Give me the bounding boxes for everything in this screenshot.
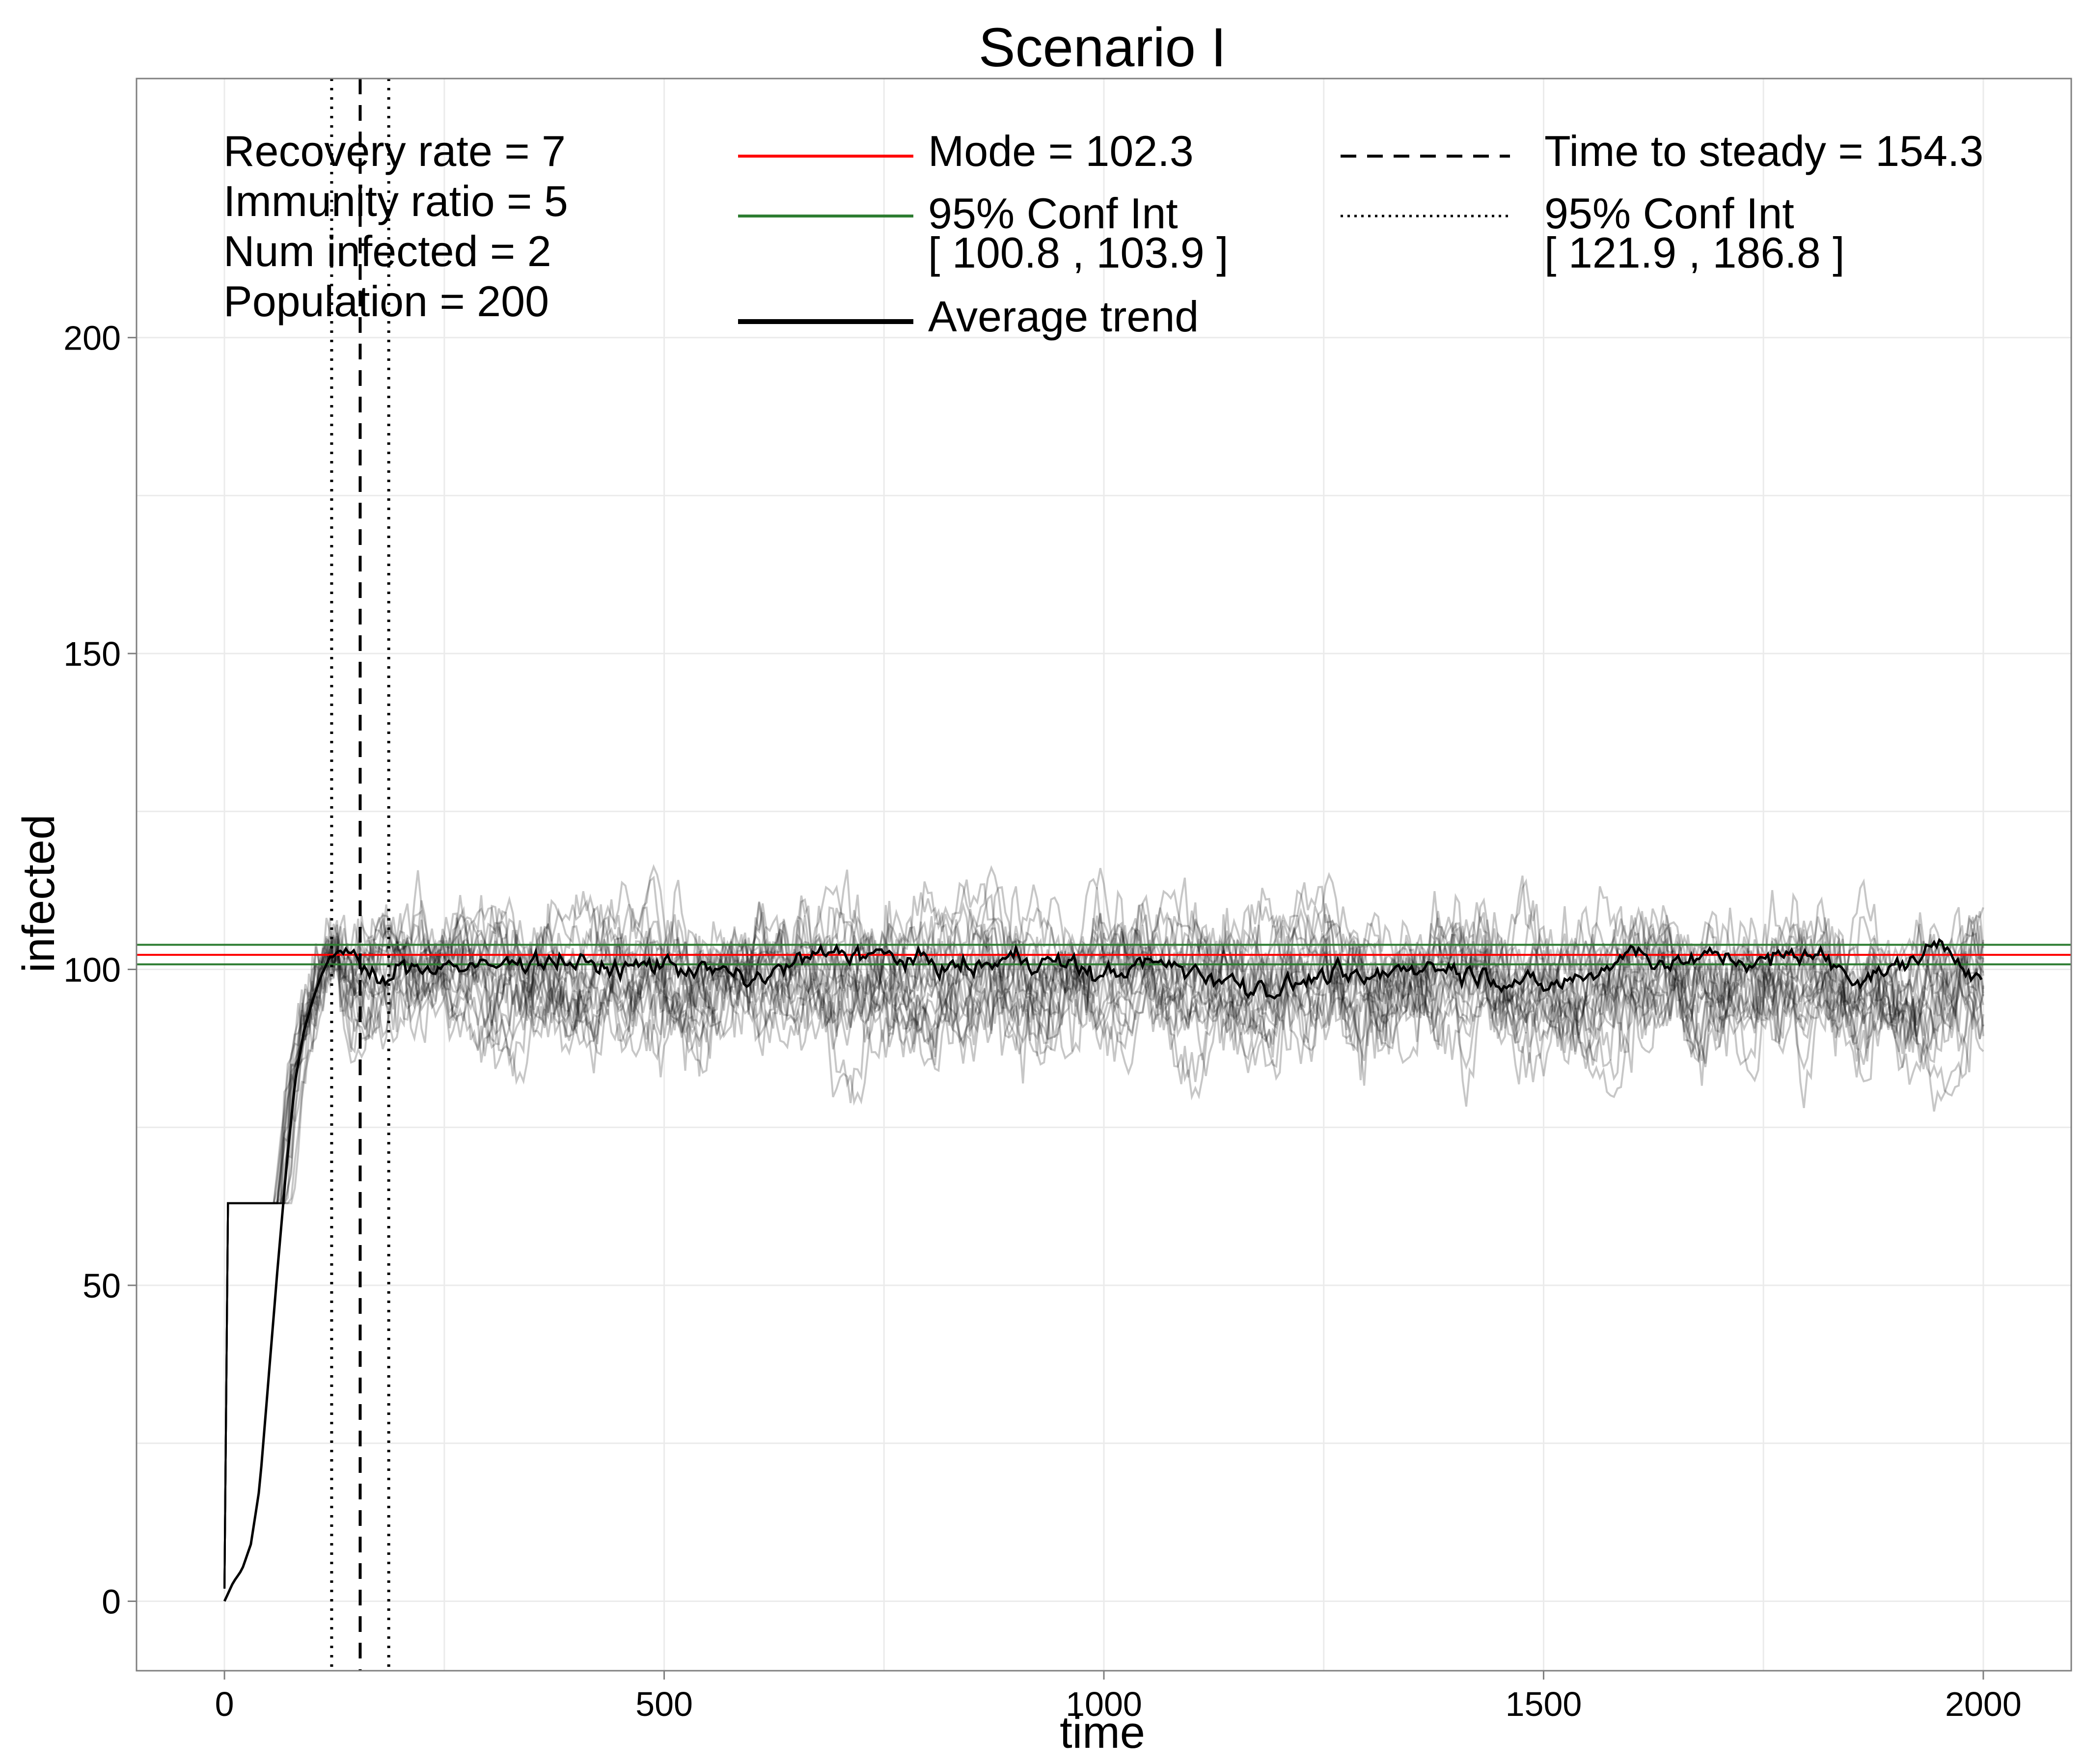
simulation-run-line bbox=[223, 868, 1984, 1589]
x-tick-label: 0 bbox=[215, 1685, 234, 1723]
simulation-run-line bbox=[223, 869, 1984, 1589]
legend-entry-average-trend: Average trend bbox=[738, 292, 1199, 341]
x-axis-title: time bbox=[1060, 1708, 1145, 1758]
legend-entry-mode-ci: 95% Conf Int [ 100.8 , 103.9 ] bbox=[738, 189, 1229, 277]
x-tick-label: 1500 bbox=[1506, 1685, 1582, 1723]
legend-label-steady-ci: 95% Conf Int bbox=[1544, 189, 1794, 238]
simulation-run-line bbox=[223, 875, 1984, 1589]
simulation-run-line bbox=[223, 904, 1984, 1589]
chart-title: Scenario I bbox=[979, 17, 1226, 78]
legend-label-mode: Mode = 102.3 bbox=[928, 127, 1194, 175]
simulation-run-line bbox=[223, 865, 1984, 1589]
simulation-run-line bbox=[223, 864, 1984, 1589]
y-tick-label: 0 bbox=[102, 1582, 121, 1621]
param-population: Population = 200 bbox=[223, 277, 549, 326]
x-tick-label: 500 bbox=[635, 1685, 693, 1723]
y-axis-title: infected bbox=[14, 814, 64, 973]
x-tick-label: 2000 bbox=[1945, 1685, 2022, 1723]
legend-entry-mode: Mode = 102.3 bbox=[738, 127, 1194, 175]
param-recovery-rate: Recovery rate = 7 bbox=[223, 127, 566, 175]
legend: Mode = 102.3 95% Conf Int [ 100.8 , 103.… bbox=[738, 127, 1983, 341]
x-tick-label: 1000 bbox=[1066, 1685, 1142, 1723]
simulation-run-line bbox=[223, 879, 1984, 1589]
legend-sub-steady-ci: [ 121.9 , 186.8 ] bbox=[1544, 228, 1845, 277]
y-tick-label: 150 bbox=[63, 635, 121, 673]
legend-label-average-trend: Average trend bbox=[928, 292, 1199, 341]
plot-panel: 0 500 1000 1500 2000 0 50 100 150 200 bbox=[63, 78, 2072, 1723]
y-tick-label: 50 bbox=[82, 1267, 121, 1305]
simulation-run-line bbox=[223, 882, 1984, 1589]
y-tick-label: 200 bbox=[63, 319, 121, 357]
simulation-run-line bbox=[223, 907, 1984, 1589]
simulation-run-line bbox=[223, 908, 1984, 1589]
legend-entry-time-to-steady: Time to steady = 154.3 bbox=[1341, 127, 1983, 175]
legend-label-mode-ci: 95% Conf Int bbox=[928, 189, 1178, 238]
legend-label-time-to-steady: Time to steady = 154.3 bbox=[1544, 127, 1983, 175]
parameter-annotations: Recovery rate = 7 Immunity ratio = 5 Num… bbox=[223, 127, 568, 326]
legend-entry-steady-ci: 95% Conf Int [ 121.9 , 186.8 ] bbox=[1341, 189, 1845, 277]
simulation-run-line bbox=[223, 877, 1984, 1589]
simulation-run-line bbox=[223, 919, 1984, 1589]
legend-sub-mode-ci: [ 100.8 , 103.9 ] bbox=[928, 228, 1229, 277]
simulation-run-line bbox=[223, 878, 1984, 1589]
simulation-run-line bbox=[223, 893, 1984, 1589]
param-immunity-ratio: Immunity ratio = 5 bbox=[223, 177, 568, 225]
average-trend-line bbox=[223, 938, 1983, 1602]
y-tick-label: 100 bbox=[63, 951, 121, 989]
param-num-infected: Num infected = 2 bbox=[223, 227, 551, 275]
